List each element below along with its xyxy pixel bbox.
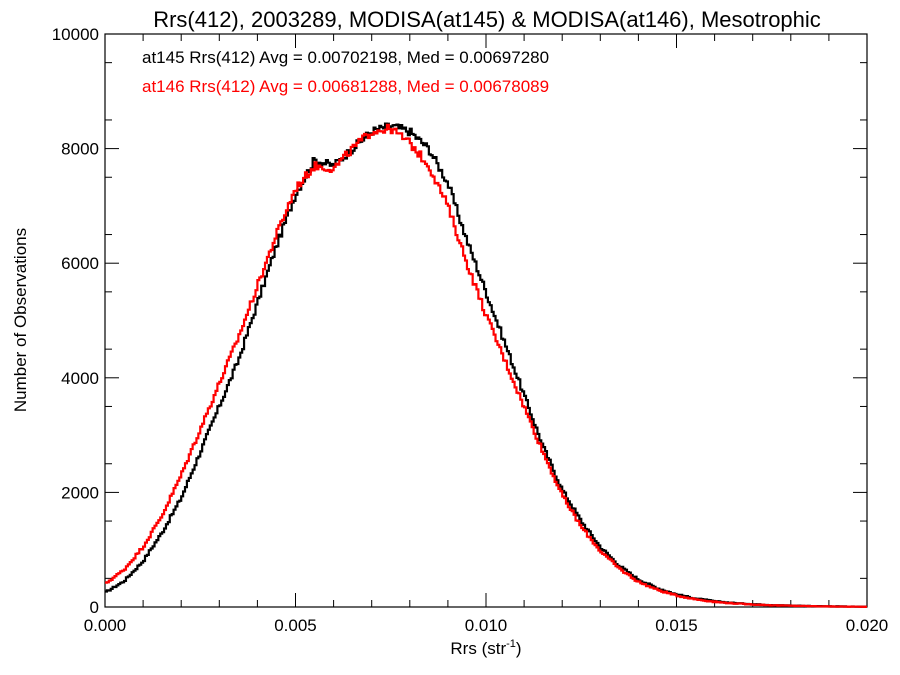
plot-frame (104, 33, 868, 608)
y-axis: 0 2000 4000 6000 8000 10000 (52, 25, 867, 617)
x-axis-label: Rrs (str-1) (450, 638, 521, 658)
y-tick-label: 0 (90, 598, 99, 617)
y-tick-label: 8000 (61, 140, 99, 159)
x-tick-label: 0.000 (84, 616, 127, 635)
legend-entry-at146: at146 Rrs(412) Avg = 0.00681288, Med = 0… (142, 77, 549, 96)
y-tick-label: 4000 (61, 369, 99, 388)
x-tick-label: 0.005 (274, 616, 317, 635)
y-tick-label: 2000 (61, 483, 99, 502)
x-tick-label: 0.015 (655, 616, 698, 635)
x-tick-label: 0.010 (465, 616, 508, 635)
legend-entry-at145: at145 Rrs(412) Avg = 0.00702198, Med = 0… (142, 48, 549, 67)
x-axis: 0.000 0.005 0.010 0.015 0.020 (84, 34, 889, 635)
y-tick-label: 10000 (52, 25, 99, 44)
series-at146-line (105, 123, 867, 608)
chart-title: Rrs(412), 2003289, MODISA(at145) & MODIS… (153, 7, 821, 32)
plot-series (105, 122, 867, 608)
y-tick-label: 6000 (61, 254, 99, 273)
x-axis-label-superscript: -1 (506, 638, 516, 650)
series-at145-line (105, 122, 867, 608)
y-axis-label: Number of Observations (11, 228, 30, 412)
x-tick-label: 0.020 (846, 616, 889, 635)
